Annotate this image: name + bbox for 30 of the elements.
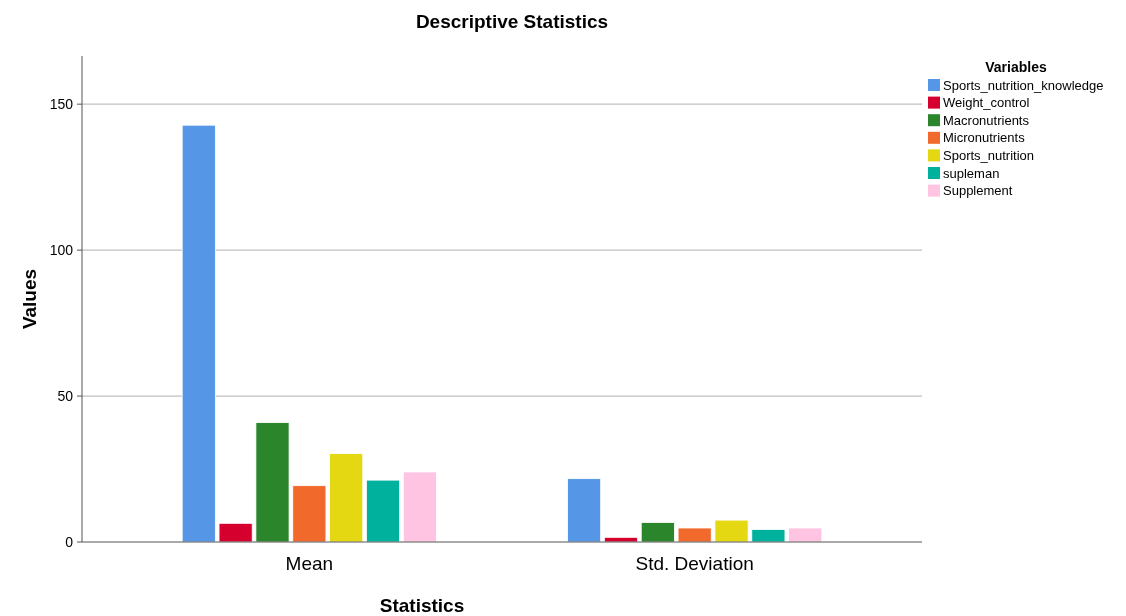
y-axis-title: Values bbox=[19, 268, 40, 330]
bar bbox=[567, 478, 602, 543]
bar bbox=[677, 527, 712, 543]
y-tick-label: 150 bbox=[49, 96, 74, 113]
y-tick-label: 0 bbox=[65, 533, 74, 550]
bar bbox=[366, 479, 401, 543]
x-tick-label: Std. Deviation bbox=[635, 553, 754, 574]
legend-label: Sports_nutrition bbox=[943, 147, 1035, 163]
bar bbox=[714, 519, 749, 543]
legend-label: Macronutrients bbox=[943, 112, 1030, 128]
bar bbox=[292, 485, 327, 543]
legend-label: supleman bbox=[943, 165, 1000, 181]
legend-label: Micronutrients bbox=[943, 130, 1026, 146]
y-tick-label: 100 bbox=[49, 242, 74, 259]
bar bbox=[255, 422, 290, 543]
chart-title: Descriptive Statistics bbox=[415, 11, 609, 32]
bar bbox=[218, 522, 253, 543]
bar bbox=[751, 529, 786, 543]
legend-title: Variables bbox=[985, 59, 1047, 75]
legend-label: Sports_nutrition_knowledge bbox=[943, 77, 1104, 93]
bar bbox=[329, 453, 364, 543]
legend-label: Weight_control bbox=[943, 95, 1030, 111]
bar bbox=[181, 124, 216, 543]
bar bbox=[402, 471, 437, 543]
bar bbox=[788, 527, 823, 543]
x-axis-title: Statistics bbox=[379, 595, 465, 616]
x-tick-label: Mean bbox=[285, 553, 334, 574]
bar bbox=[640, 522, 675, 543]
y-tick-label: 50 bbox=[57, 387, 74, 404]
legend-label: Supplement bbox=[943, 183, 1013, 199]
